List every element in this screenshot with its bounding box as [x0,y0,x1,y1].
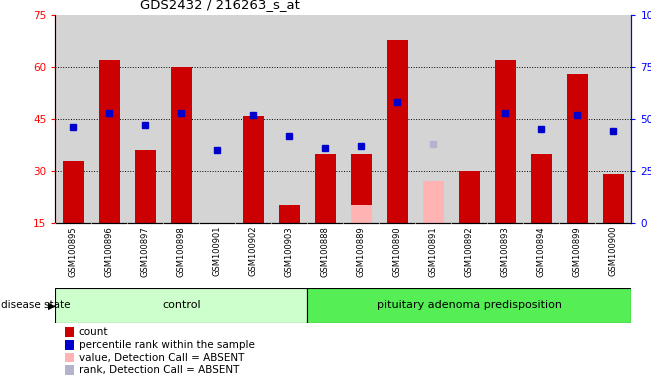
Bar [351,205,372,223]
Text: rank, Detection Call = ABSENT: rank, Detection Call = ABSENT [79,365,239,375]
Text: disease state: disease state [1,300,71,310]
Text: GSM100898: GSM100898 [177,226,186,277]
Bar [55,288,307,323]
Text: control: control [162,300,201,310]
Text: GSM100890: GSM100890 [393,226,402,276]
Bar [279,205,300,223]
Text: percentile rank within the sample: percentile rank within the sample [79,340,255,350]
Text: GSM100893: GSM100893 [501,226,510,277]
Bar [135,150,156,223]
Bar [62,161,84,223]
Bar [307,288,631,323]
Bar [422,181,444,223]
Text: GSM100895: GSM100895 [69,226,78,276]
Text: pituitary adenoma predisposition: pituitary adenoma predisposition [377,300,562,310]
Text: GSM100888: GSM100888 [321,226,330,277]
Bar [566,74,589,223]
Bar [98,60,120,223]
Text: value, Detection Call = ABSENT: value, Detection Call = ABSENT [79,353,244,362]
Text: GSM100899: GSM100899 [573,226,582,276]
Bar [495,60,516,223]
Text: GSM100891: GSM100891 [429,226,438,276]
Text: GSM100889: GSM100889 [357,226,366,277]
Text: GSM100902: GSM100902 [249,226,258,276]
Bar [171,67,192,223]
Bar [531,154,552,223]
Text: GSM100892: GSM100892 [465,226,474,276]
Text: GDS2432 / 216263_s_at: GDS2432 / 216263_s_at [140,0,300,12]
Bar [314,154,336,223]
Bar [387,40,408,223]
Bar [458,171,480,223]
Text: GSM100900: GSM100900 [609,226,618,276]
Text: GSM100894: GSM100894 [537,226,546,276]
Text: count: count [79,327,108,337]
Text: ▶: ▶ [48,300,55,310]
Bar [243,116,264,223]
Text: GSM100901: GSM100901 [213,226,222,276]
Bar [351,154,372,223]
Text: GSM100897: GSM100897 [141,226,150,277]
Text: GSM100903: GSM100903 [285,226,294,276]
Bar [603,174,624,223]
Text: GSM100896: GSM100896 [105,226,114,277]
